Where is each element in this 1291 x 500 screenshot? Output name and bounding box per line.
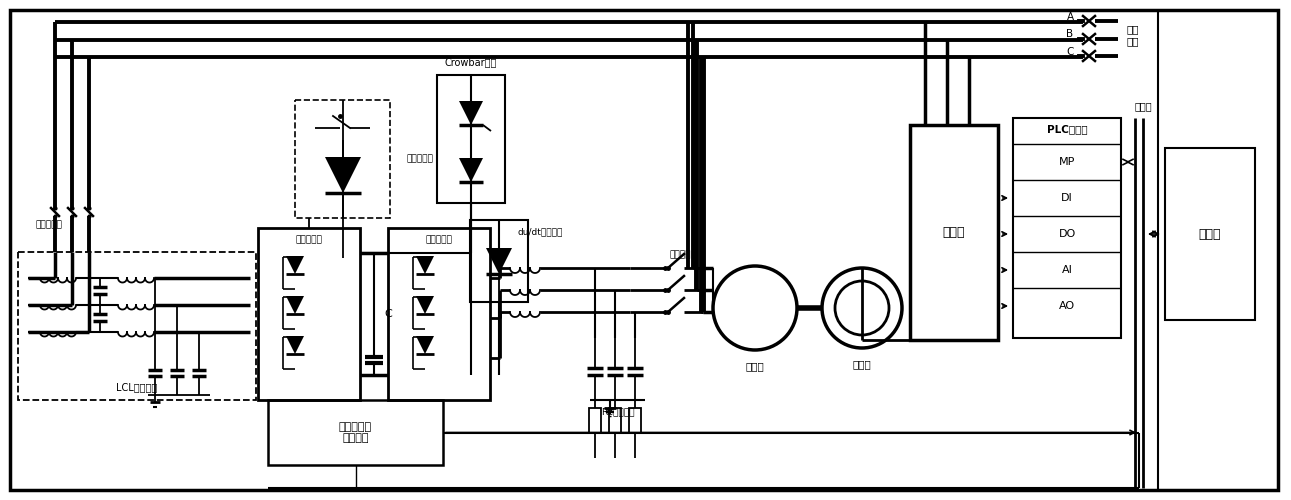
Text: 励磁变流器
的控制器: 励磁变流器 的控制器 [340, 422, 372, 444]
Text: B: B [1066, 29, 1074, 39]
Text: 以太网: 以太网 [1135, 101, 1152, 111]
Text: C: C [1066, 47, 1074, 57]
Polygon shape [287, 296, 303, 314]
Polygon shape [416, 336, 434, 354]
Bar [629, 408, 642, 433]
Text: du/dt滤波电路: du/dt滤波电路 [518, 228, 563, 236]
Text: RC滤波电路: RC滤波电路 [602, 408, 635, 416]
Polygon shape [416, 256, 434, 274]
Text: AI: AI [1061, 265, 1073, 275]
Text: C: C [385, 309, 392, 319]
Text: 网侧变流器: 网侧变流器 [296, 236, 323, 244]
Text: LCL滤波电路: LCL滤波电路 [116, 382, 158, 392]
Text: AO: AO [1059, 301, 1075, 311]
Text: 机侧变流器: 机侧变流器 [426, 236, 452, 244]
Bar [589, 408, 602, 433]
Bar [436, 75, 505, 203]
Polygon shape [325, 157, 361, 193]
Bar [389, 228, 491, 400]
Polygon shape [287, 336, 303, 354]
Bar [470, 220, 528, 302]
Bar [910, 125, 998, 340]
Text: 预充电电路: 预充电电路 [407, 154, 434, 164]
Text: PLC控制器: PLC控制器 [1047, 124, 1087, 134]
Text: 网侧接触器: 网侧接触器 [35, 220, 62, 230]
Bar [18, 252, 256, 400]
Text: DO: DO [1059, 229, 1075, 239]
Polygon shape [460, 158, 483, 182]
Text: 电动机: 电动机 [852, 359, 871, 369]
Text: A: A [1066, 12, 1074, 22]
Text: 交流
电网: 交流 电网 [1127, 24, 1139, 46]
Text: 上位机: 上位机 [1199, 228, 1221, 240]
Bar [258, 228, 360, 400]
Text: 并网开关: 并网开关 [669, 250, 691, 260]
Bar [296, 100, 390, 218]
Polygon shape [485, 248, 513, 274]
Polygon shape [287, 256, 303, 274]
Bar [1013, 118, 1121, 338]
Text: Crowbar电路: Crowbar电路 [445, 57, 497, 67]
Bar [269, 400, 443, 465]
Text: DI: DI [1061, 193, 1073, 203]
Text: 发电机: 发电机 [746, 361, 764, 371]
Text: 变频器: 变频器 [942, 226, 966, 239]
Polygon shape [416, 296, 434, 314]
Polygon shape [460, 101, 483, 125]
Text: MP: MP [1059, 157, 1075, 167]
Bar [1164, 148, 1255, 320]
Bar [609, 408, 621, 433]
